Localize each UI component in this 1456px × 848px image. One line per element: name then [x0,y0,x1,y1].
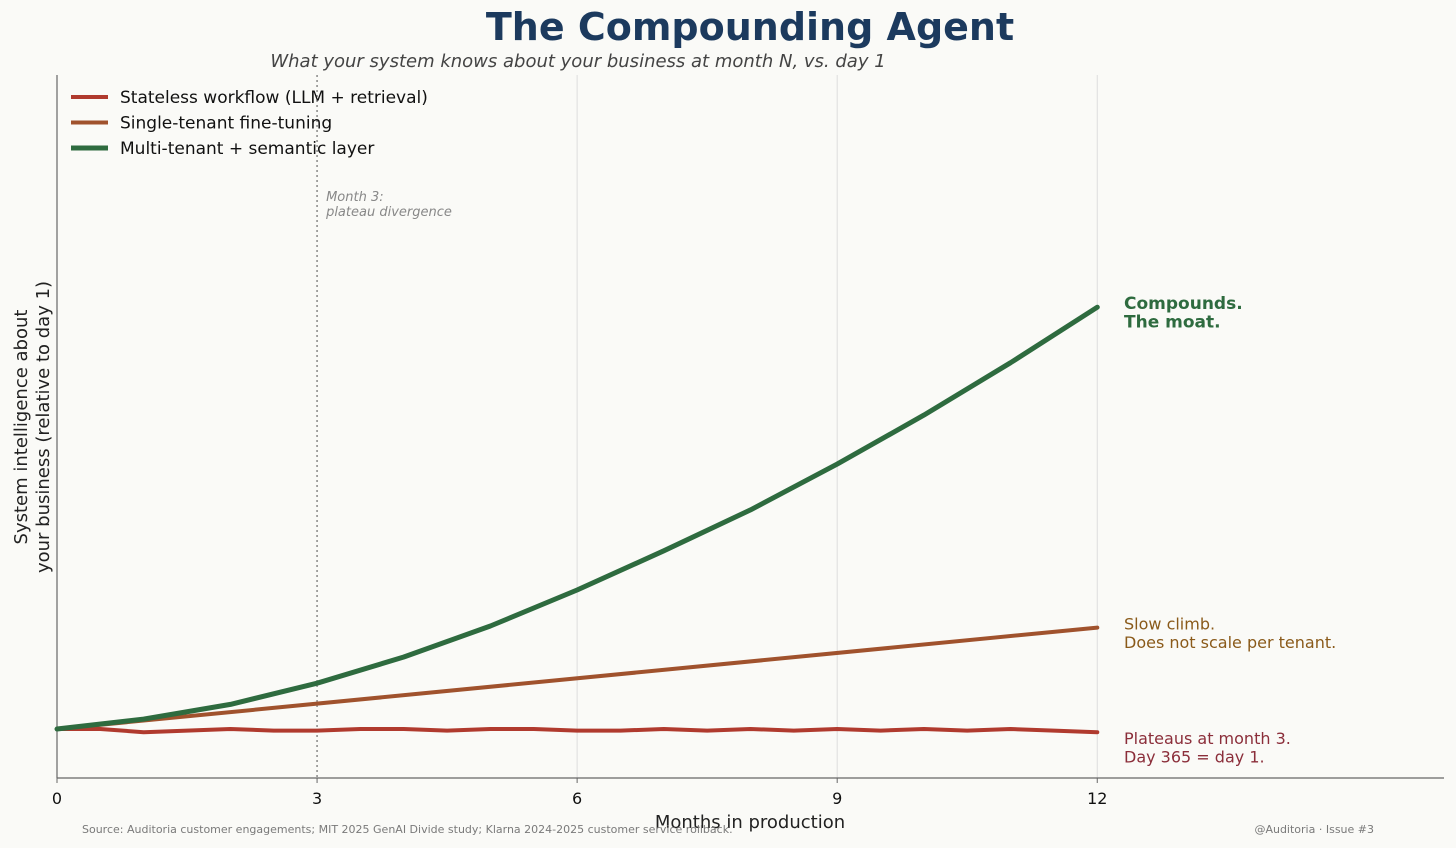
chart-title: The Compounding Agent [486,5,1014,49]
x-tick-label-2: 6 [572,789,582,808]
end-labels: Compounds.The moat. Slow climb.Does not s… [1124,294,1336,767]
end-label-1-line-0: Slow climb. [1124,615,1215,634]
end-label-2-line-0: Plateaus at month 3. [1124,729,1291,748]
series-line-2 [54,304,1100,732]
axes [56,75,1444,779]
footer-source: Source: Auditoria customer engagements; … [82,823,733,836]
end-label-2-line-1: Day 365 = day 1. [1124,748,1265,767]
series-line-1 [55,625,1100,731]
legend-label-2: Multi-tenant + semantic layer [120,139,374,159]
vline-annotation: Month 3:plateau divergence [316,75,452,778]
x-axis-label: Months in production [655,812,845,833]
grid [576,75,1098,778]
chart-subtitle: What your system knows about your busine… [270,51,885,72]
x-tick-label-0: 0 [52,789,62,808]
legend-label-0: Stateless workflow (LLM + retrieval) [120,88,428,108]
y-axis-label-line-1: System intelligence about [11,310,32,545]
x-tick-labels: 0 3 6 9 12 [52,778,1107,808]
legend: Stateless workflow (LLM + retrieval) Sing… [71,88,428,159]
x-tick-label-1: 3 [312,789,322,808]
end-label-0-line-0: Compounds. [1124,294,1243,314]
series-lines [54,304,1100,735]
legend-label-1: Single-tenant fine-tuning [120,114,332,134]
x-tick-label-4: 12 [1087,789,1107,808]
end-label-1-line-1: Does not scale per tenant. [1124,633,1336,652]
series-line-0 [55,727,1100,735]
y-axis-label: System intelligence about your business … [11,281,54,573]
x-tick-label-3: 9 [832,789,842,808]
vline-note-line-1: plateau divergence [325,205,452,220]
footer-credit: @Auditoria · Issue #3 [1254,823,1374,836]
end-label-0-line-1: The moat. [1124,313,1221,333]
vline-note-line-0: Month 3: [326,190,384,205]
y-axis-label-line-2: your business (relative to day 1) [33,281,54,573]
